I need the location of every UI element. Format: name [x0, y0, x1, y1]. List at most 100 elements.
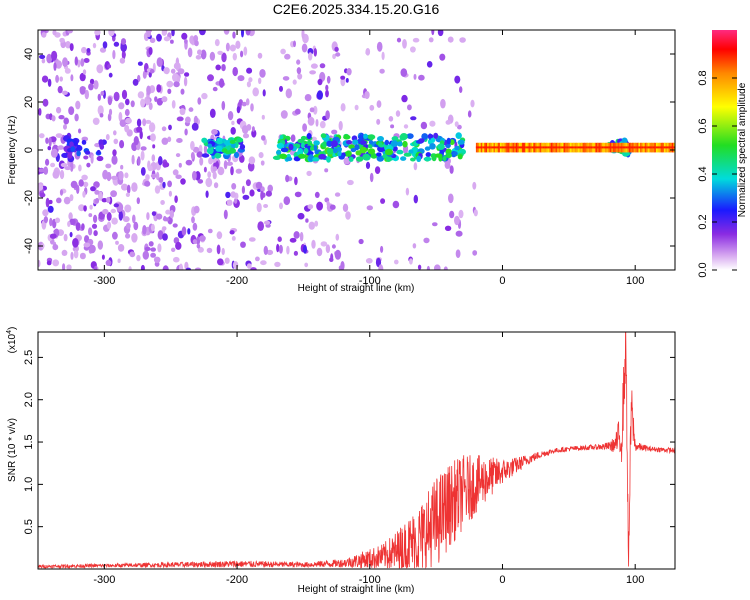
heatmap-cell — [622, 146, 625, 149]
heatmap-cell — [405, 187, 410, 196]
heatmap-cell — [579, 146, 582, 149]
heatmap-cell — [142, 250, 149, 260]
heatmap-cell — [68, 106, 75, 115]
heatmap-cell — [477, 146, 480, 149]
heatmap-cell — [175, 174, 182, 180]
heatmap-cell — [565, 146, 568, 149]
chart-title: C2E6.2025.334.15.20.G16 — [273, 1, 440, 17]
heatmap-cell — [368, 140, 374, 145]
heatmap-cell — [255, 181, 263, 189]
heatmap-cell — [277, 236, 282, 242]
heatmap-cell — [142, 118, 147, 127]
heatmap-cell — [263, 204, 269, 208]
heatmap-cell — [504, 146, 507, 149]
heatmap-cell — [203, 166, 207, 173]
heatmap-cell — [267, 184, 274, 193]
heatmap-cell — [454, 145, 460, 151]
heatmap-cell — [604, 146, 608, 149]
heatmap-cell — [154, 185, 161, 194]
heatmap-cell — [231, 236, 236, 241]
heatmap-cell — [161, 30, 167, 36]
heatmap-cell — [110, 190, 117, 198]
heatmap-cell — [279, 153, 288, 160]
heatmap-cell — [194, 40, 199, 47]
heatmap-cell — [316, 90, 323, 100]
heatmap-cell — [151, 211, 157, 217]
heatmap-cell — [136, 254, 141, 262]
heatmap-cell — [297, 73, 303, 80]
heatmap-cell — [392, 200, 400, 209]
heatmap-cell — [214, 39, 220, 47]
heatmap-cell — [113, 130, 117, 136]
heatmap-cell — [418, 74, 425, 81]
heatmap-cell — [181, 32, 188, 40]
heatmap-cell — [181, 226, 187, 236]
heatmap-cell — [290, 134, 296, 142]
heatmap-cell — [162, 233, 168, 241]
heatmap-cell — [240, 241, 246, 248]
heatmap-cell — [413, 194, 418, 204]
heatmap-cell — [346, 68, 352, 76]
heatmap-cell — [433, 132, 439, 139]
heatmap-cell — [624, 146, 627, 149]
heatmap-cell — [200, 49, 207, 60]
heatmap-cell — [601, 146, 604, 149]
heatmap-cell — [332, 53, 336, 60]
heatmap-cell — [79, 86, 86, 95]
heatmap-cell — [245, 98, 250, 106]
heatmap-cell — [199, 235, 206, 242]
heatmap-cell — [592, 146, 595, 149]
heatmap-cell — [534, 146, 538, 149]
heatmap-cell — [407, 104, 412, 111]
heatmap-cell — [307, 204, 314, 210]
heatmap-cell — [45, 137, 49, 144]
heatmap-cell — [132, 214, 136, 224]
heatmap-cell — [662, 146, 665, 149]
heatmap-cell — [644, 146, 647, 149]
heatmap-cell — [227, 111, 234, 121]
heatmap-cell — [148, 102, 153, 110]
heatmap-cell — [257, 52, 263, 59]
heatmap-cell — [240, 50, 244, 58]
heatmap-cell — [432, 222, 438, 227]
heatmap-cell — [326, 75, 331, 84]
heatmap-cell — [264, 220, 271, 225]
heatmap-cell — [42, 98, 49, 107]
heatmap-cell — [174, 195, 178, 203]
heatmap-cell — [246, 81, 251, 88]
heatmap-cell — [628, 146, 631, 149]
heatmap-cell — [401, 94, 408, 103]
heatmap-cell — [105, 134, 110, 141]
heatmap-cell — [232, 52, 237, 61]
heatmap-cell — [226, 199, 233, 206]
heatmap-cell — [146, 212, 150, 221]
snr-series-line — [38, 332, 675, 569]
heatmap-cell — [52, 259, 60, 267]
heatmap-cell — [630, 146, 633, 149]
heatmap-cell — [69, 218, 76, 225]
heatmap-cell — [539, 146, 542, 149]
heatmap-cell — [231, 120, 235, 126]
heatmap-cell — [242, 194, 250, 200]
heatmap-cell — [67, 152, 73, 159]
heatmap-cell — [59, 37, 65, 43]
heatmap-cell — [313, 144, 318, 151]
heatmap-cell — [526, 146, 530, 149]
heatmap-cell — [50, 148, 58, 158]
heatmap-cell — [509, 146, 512, 149]
heatmap-cell — [113, 203, 120, 208]
heatmap-cell — [365, 161, 371, 169]
heatmap-cell — [584, 146, 587, 149]
heatmap-cell — [536, 146, 539, 149]
heatmap-cell — [78, 204, 85, 212]
heatmap-cell — [189, 35, 195, 45]
heatmap-cell — [365, 48, 371, 56]
heatmap-cell — [45, 197, 50, 208]
heatmap-cell — [237, 75, 245, 82]
heatmap-cell — [455, 132, 462, 140]
colorbar-tick-label: 0.4 — [697, 166, 709, 181]
heatmap-cell — [663, 146, 667, 149]
heatmap-cell — [376, 155, 385, 162]
heatmap-cell — [378, 264, 384, 270]
